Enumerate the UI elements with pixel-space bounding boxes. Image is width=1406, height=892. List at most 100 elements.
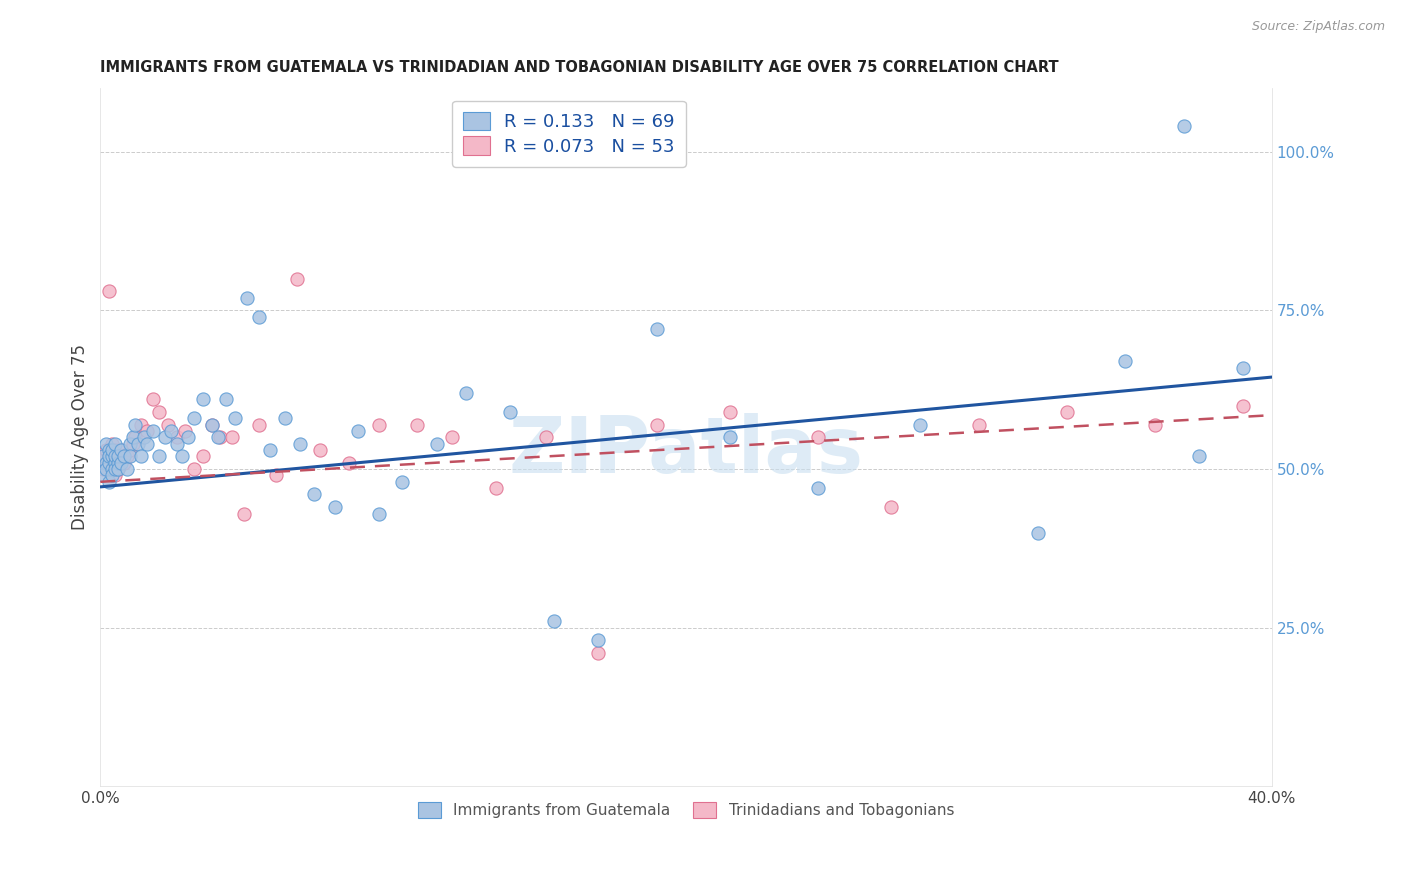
Point [112,450,135,464]
Point [323,500,346,515]
Point [183,462,205,476]
Point [101,456,124,470]
Point [101,436,124,450]
Point [96,456,118,470]
Point [121,436,143,450]
Point [880,500,903,515]
Point [440,430,463,444]
Point [96,462,118,476]
Point [224,411,246,425]
Point [101,443,124,458]
Point [645,322,668,336]
Legend: Immigrants from Guatemala, Trinidadians and Tobagonians: Immigrants from Guatemala, Trinidadians … [412,796,960,824]
Point [166,436,188,450]
Point [148,450,170,464]
Point [104,462,127,476]
Point [98,462,121,476]
Point [191,392,214,407]
Point [115,450,138,464]
Point [215,392,238,407]
Point [136,424,159,438]
Point [247,417,270,432]
Text: IMMIGRANTS FROM GUATEMALA VS TRINIDADIAN AND TOBAGONIAN DISABILITY AGE OVER 75 C: IMMIGRANTS FROM GUATEMALA VS TRINIDADIAN… [100,60,1059,75]
Point [107,456,129,470]
Point [201,417,224,432]
Point [209,430,232,444]
Point [588,633,610,648]
Point [98,443,121,458]
Point [104,468,127,483]
Point [115,462,138,476]
Point [98,475,121,489]
Point [134,430,156,444]
Point [142,392,165,407]
Point [101,468,124,483]
Point [807,481,830,495]
Point [104,456,127,470]
Point [177,430,200,444]
Point [543,615,565,629]
Point [1026,525,1049,540]
Point [645,417,668,432]
Point [153,430,176,444]
Point [124,417,146,432]
Point [172,450,194,464]
Y-axis label: Disability Age Over 75: Disability Age Over 75 [72,344,89,531]
Point [191,450,214,464]
Point [1188,450,1211,464]
Point [247,310,270,324]
Point [101,450,124,464]
Point [91,468,114,483]
Point [148,405,170,419]
Point [259,443,281,458]
Text: Source: ZipAtlas.com: Source: ZipAtlas.com [1251,20,1385,33]
Point [485,481,508,495]
Point [142,424,165,438]
Point [101,462,124,476]
Point [166,430,188,444]
Point [426,436,449,450]
Point [110,456,132,470]
Point [91,450,114,464]
Point [264,468,287,483]
Point [499,405,522,419]
Point [174,424,197,438]
Point [309,443,332,458]
Point [112,456,135,470]
Point [367,507,389,521]
Point [127,436,149,450]
Point [91,450,114,464]
Point [718,405,741,419]
Point [96,436,118,450]
Point [183,411,205,425]
Point [104,443,127,458]
Point [1143,417,1166,432]
Point [967,417,990,432]
Point [159,424,181,438]
Point [118,450,141,464]
Point [302,487,325,501]
Point [121,430,143,444]
Point [718,430,741,444]
Point [1232,399,1254,413]
Point [367,417,389,432]
Point [98,450,121,464]
Point [131,417,153,432]
Point [136,436,159,450]
Point [107,462,129,476]
Point [1056,405,1078,419]
Point [807,430,830,444]
Point [288,436,311,450]
Point [285,271,308,285]
Point [236,291,259,305]
Point [131,450,153,464]
Point [201,417,224,432]
Point [232,507,254,521]
Point [910,417,932,432]
Point [124,430,146,444]
Point [104,450,127,464]
Point [107,456,129,470]
Point [207,430,229,444]
Point [405,417,427,432]
Point [110,450,132,464]
